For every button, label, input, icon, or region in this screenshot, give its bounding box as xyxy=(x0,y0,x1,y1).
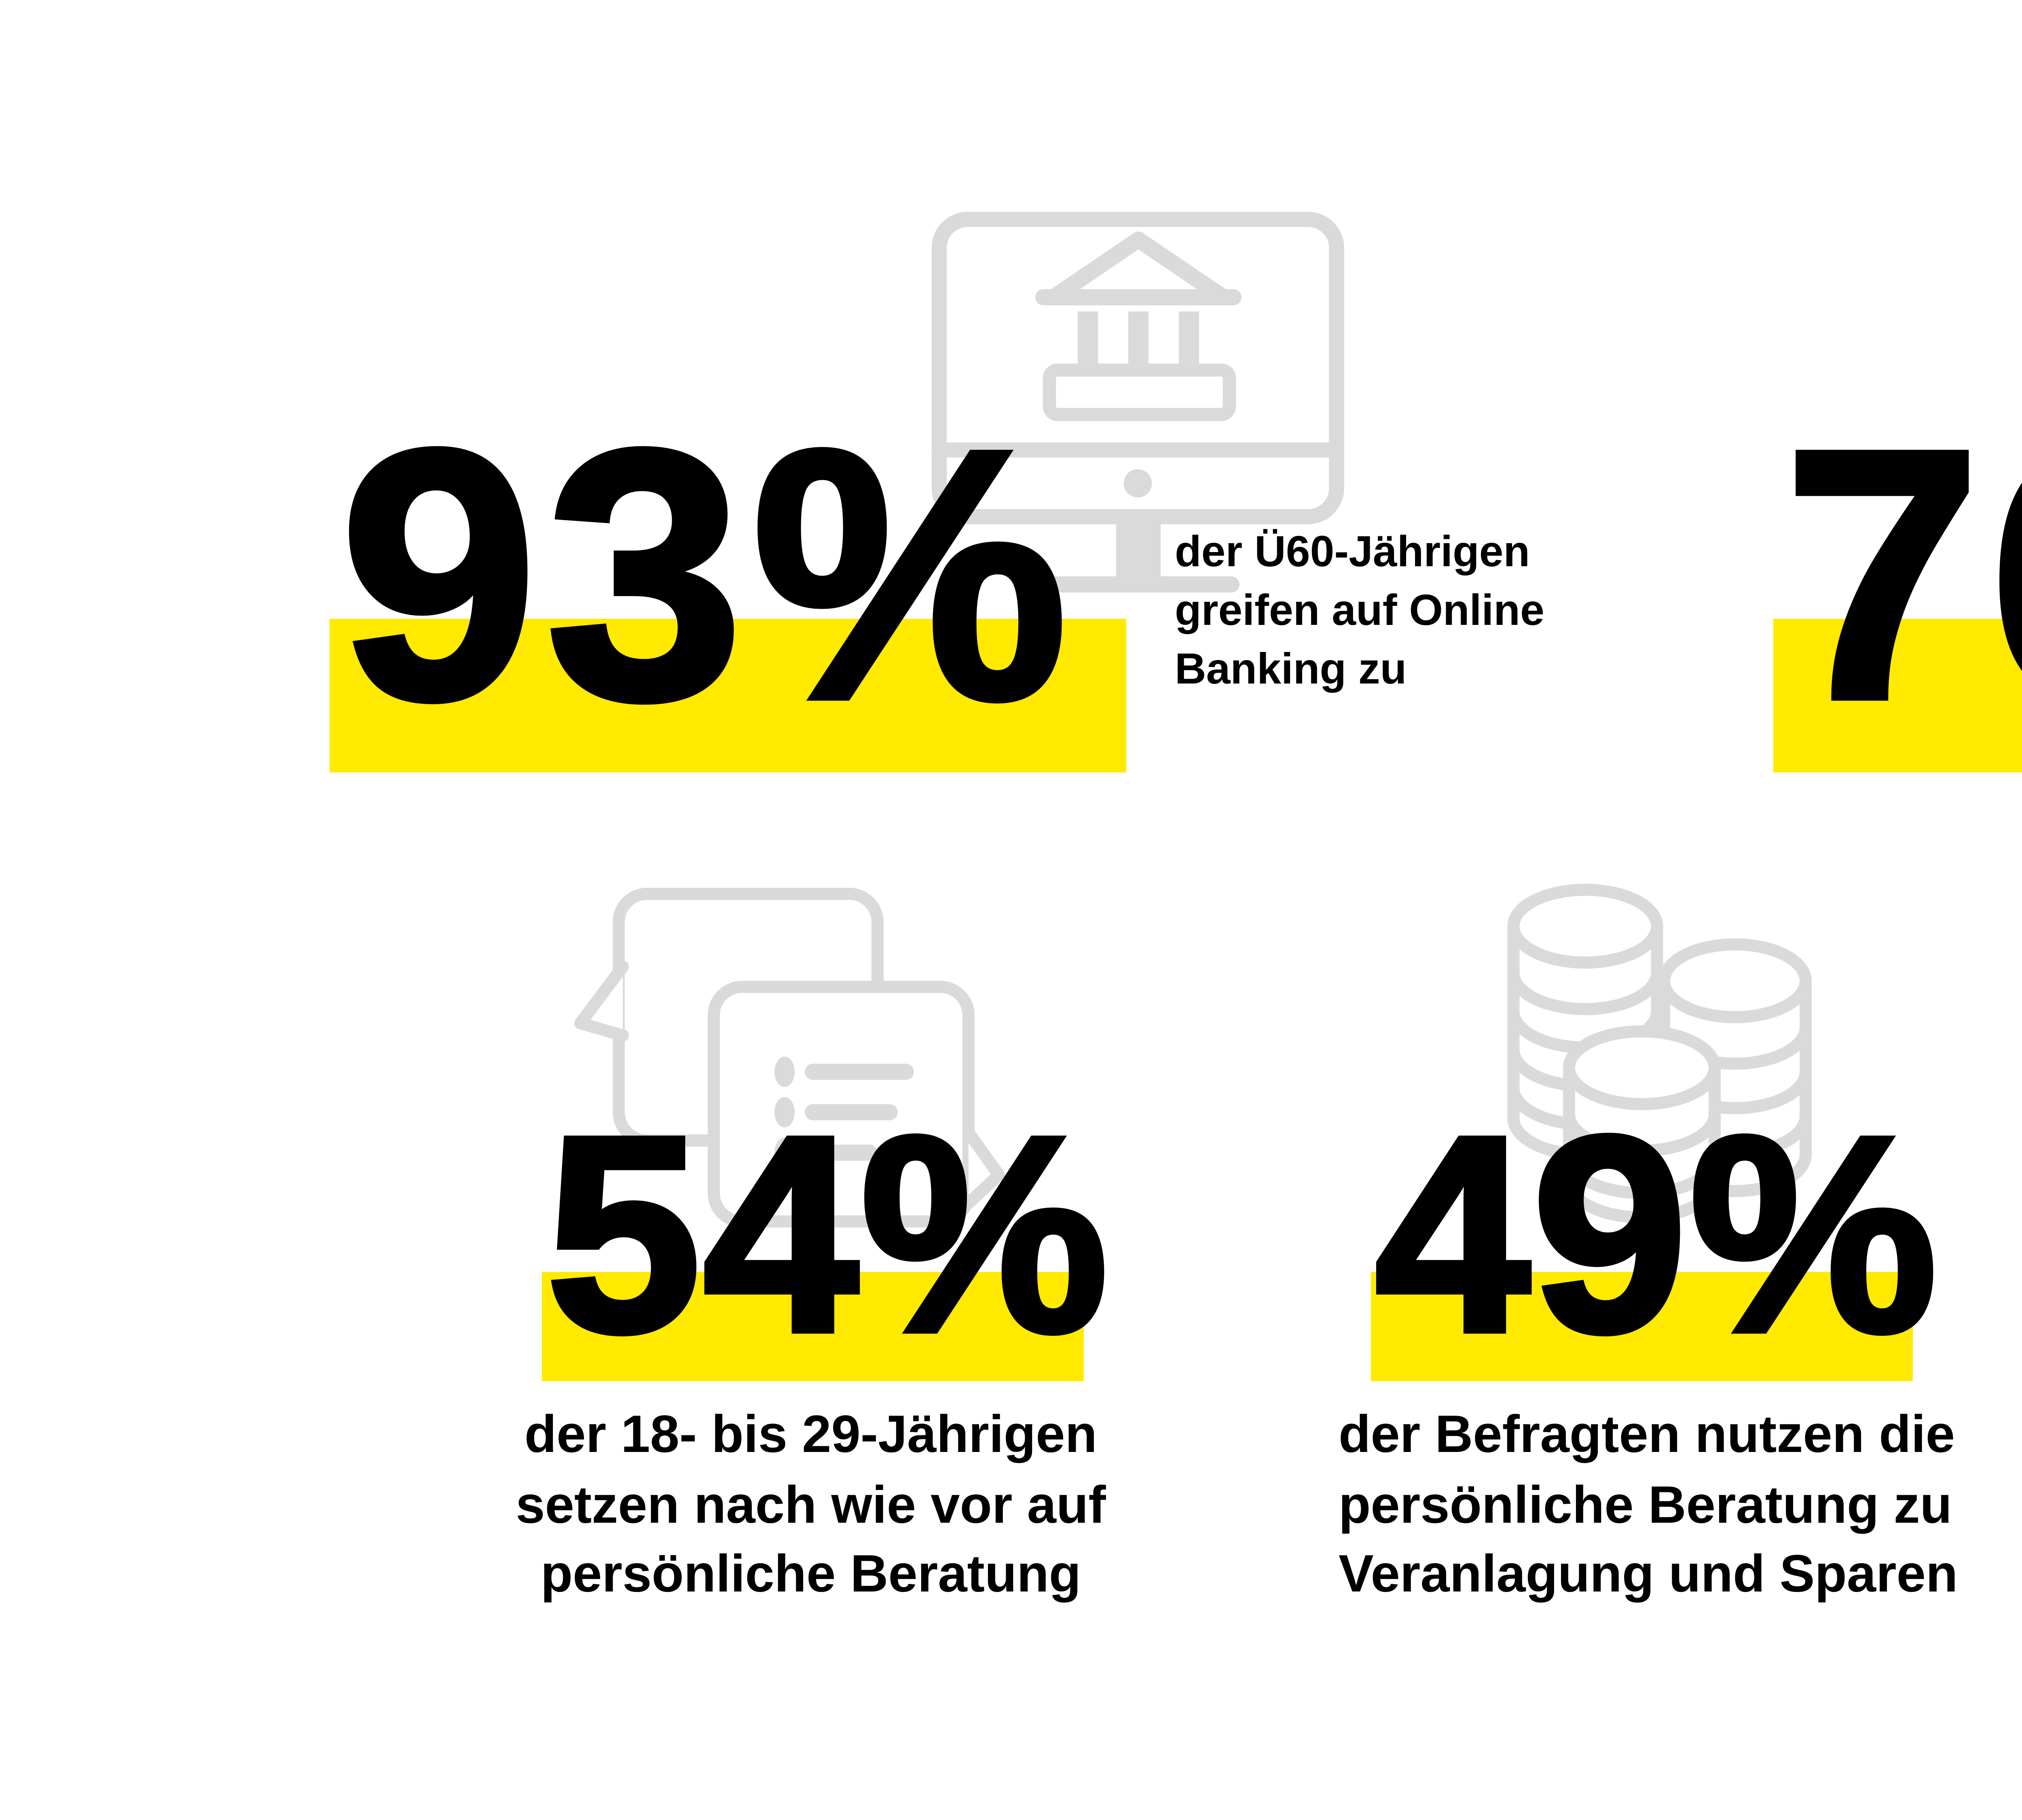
stat-value-online-banking: 93% xyxy=(336,378,1077,775)
description-line: greifen auf Online xyxy=(1175,586,1544,635)
speech-bubbles-icon xyxy=(574,888,1005,1227)
description-line: der Ü60-Jährigen xyxy=(1175,528,1530,576)
stat-description-advice-savings: der Befragten nutzen die persönliche Ber… xyxy=(1339,1399,1958,1609)
stat-value-advice-savings: 49% xyxy=(1372,1080,1940,1391)
description-line: der 18- bis 29-Jährigen xyxy=(524,1403,1098,1464)
yellow-highlight-bar xyxy=(542,1272,1084,1381)
yellow-highlight-bar xyxy=(1773,619,2022,772)
stat-description-online-banking: der Ü60-Jährigen greifen auf Online Bank… xyxy=(1175,524,1544,700)
description-line: Veranlagung und Sparen xyxy=(1339,1543,1958,1604)
yellow-highlight-bar xyxy=(1371,1272,1913,1381)
desktop-bank-monitor-icon xyxy=(931,212,1344,593)
description-line: persönliche Beratung zu xyxy=(1339,1473,1952,1534)
description-line: persönliche Beratung xyxy=(540,1543,1081,1604)
stat-value-advice-young: 54% xyxy=(543,1080,1111,1391)
stat-value-personal-contact: 76% xyxy=(1780,378,2022,775)
description-line: Banking zu xyxy=(1175,645,1407,694)
yellow-highlight-bar xyxy=(330,619,1126,772)
coin-stacks-icon xyxy=(1507,884,1812,1223)
description-line: der Befragten nutzen die xyxy=(1339,1403,1955,1464)
description-line: setzen nach wie vor auf xyxy=(516,1473,1106,1534)
stat-description-advice-young: der 18- bis 29-Jährigen setzen nach wie … xyxy=(508,1399,1114,1609)
